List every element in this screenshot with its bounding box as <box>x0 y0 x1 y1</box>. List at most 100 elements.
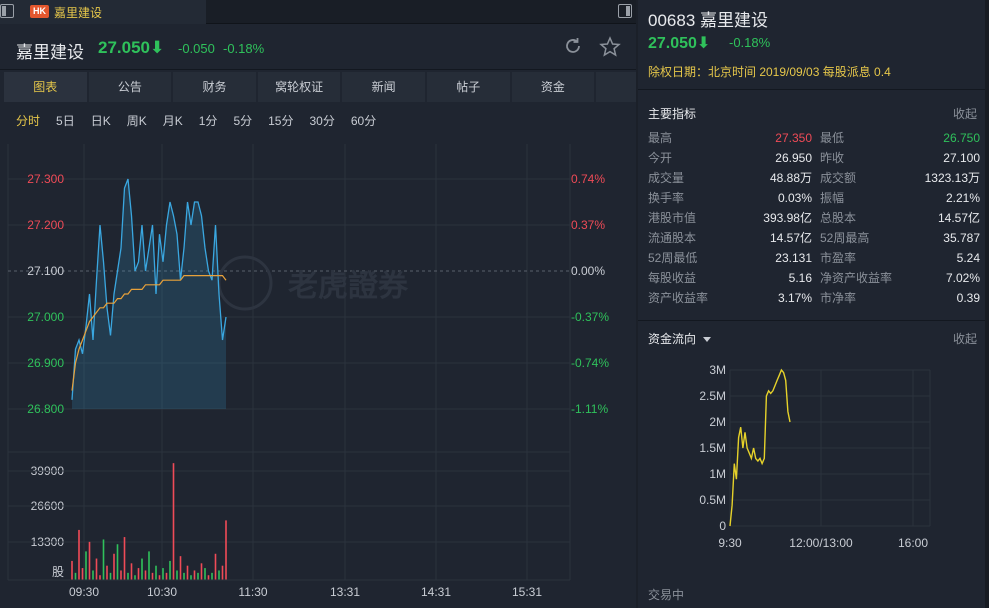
metric-label: 52周最高 <box>820 231 870 245</box>
metrics-collapse-button[interactable]: 收起 <box>952 107 977 121</box>
flow-title[interactable]: 资金流向 <box>648 330 712 347</box>
metric-label: 52周最低 <box>648 251 698 265</box>
section-tabs: 图表 公告 财务 窝轮权证 新闻 帖子 资金 <box>4 72 636 102</box>
period-9[interactable]: 60分 <box>350 114 377 128</box>
volume-bar <box>148 551 150 580</box>
volume-bar <box>120 570 122 580</box>
pct-tick: 0.74% <box>571 172 605 186</box>
metric-value: 2.21% <box>945 191 980 205</box>
volume-bar <box>221 565 224 580</box>
volume-bar <box>109 572 112 580</box>
detail-price: 27.050⬇ <box>648 35 711 52</box>
divider <box>638 320 985 321</box>
period-0[interactable]: 分时 <box>16 114 41 128</box>
flow-y-tick: 1.5M <box>699 441 726 455</box>
volume-bar <box>106 565 108 580</box>
flow-y-tick: 2.5M <box>699 389 726 403</box>
metric-value: 393.98亿 <box>763 211 812 225</box>
toggle-right-pane-icon[interactable] <box>618 4 632 18</box>
price-change-pct: -0.18% <box>223 41 265 56</box>
money-flow-chart[interactable]: 3M 2.5M 2M 1.5M 1M 0.5M 0 9:30 12:00/13:00 16:00 <box>638 360 985 555</box>
metric-row: 资产收益率 3.17% 市净率 0.39 <box>648 288 980 308</box>
period-5[interactable]: 1分 <box>198 114 218 128</box>
flow-y-tick: 0.5M <box>699 493 726 507</box>
toggle-left-pane-icon[interactable] <box>0 4 14 18</box>
volume-tick: 股 <box>52 565 64 579</box>
market-badge: HK <box>30 5 49 18</box>
metric-label: 最高 <box>648 131 673 145</box>
period-1[interactable]: 5日 <box>56 114 75 128</box>
pct-tick: -0.37% <box>571 310 609 324</box>
intraday-chart[interactable]: 27.300 0.74% 27.200 0.37% 27.100 0.00% 27.000 -… <box>0 136 636 608</box>
volume-bar <box>137 568 140 580</box>
period-7[interactable]: 15分 <box>268 114 294 128</box>
volume-bar <box>88 541 91 580</box>
metric-value: 48.88万 <box>769 171 812 185</box>
volume-bar <box>71 560 73 580</box>
metric-label: 每股收益 <box>648 271 697 285</box>
favorite-star-icon[interactable] <box>599 36 621 58</box>
price-area <box>72 179 226 409</box>
volume-bar <box>141 558 143 580</box>
pct-tick: 0.00% <box>571 264 605 278</box>
period-8[interactable]: 30分 <box>309 114 335 128</box>
volume-bar <box>172 463 175 580</box>
pct-tick: -0.74% <box>571 356 609 370</box>
metric-value: 27.350 <box>775 131 812 145</box>
volume-bar <box>190 575 192 580</box>
volume-bar <box>99 575 101 580</box>
flow-collapse-button[interactable]: 收起 <box>952 332 977 346</box>
metric-row: 港股市值 393.98亿 总股本 14.57亿 <box>648 208 980 228</box>
window-tab-title[interactable]: 嘉里建设 <box>54 6 103 20</box>
trading-status: 交易中 <box>648 588 685 602</box>
period-4[interactable]: 月K <box>162 114 183 128</box>
tab-4[interactable]: 新闻 <box>342 72 425 102</box>
tab-2[interactable]: 财务 <box>173 72 256 102</box>
volume-bar <box>155 565 157 580</box>
flow-line <box>729 368 791 527</box>
tab-6[interactable]: 资金 <box>511 72 595 102</box>
volume-bar <box>158 575 161 580</box>
metric-label: 市净率 <box>820 291 857 305</box>
metric-row: 52周最低 23.131 市盈率 5.24 <box>648 248 980 268</box>
metric-value: 0.03% <box>777 191 812 205</box>
volume-bar <box>151 572 154 580</box>
period-2[interactable]: 日K <box>90 114 111 128</box>
metric-value: 3.17% <box>777 291 812 305</box>
tab-0[interactable]: 图表 <box>4 72 87 102</box>
volume-bar <box>183 572 185 580</box>
metric-label: 成交额 <box>820 171 857 185</box>
scrollbar[interactable] <box>985 0 989 608</box>
period-3[interactable]: 周K <box>126 114 147 128</box>
metric-label: 净资产收益率 <box>820 271 893 285</box>
volume-bar <box>116 544 119 580</box>
metric-value: 7.02% <box>945 271 980 285</box>
period-6[interactable]: 5分 <box>233 114 253 128</box>
metric-label: 总股本 <box>820 211 857 225</box>
detail-panel: 00683 嘉里建设 27.050⬇ -0.18% 除权日期：北京时间 2019… <box>638 0 989 608</box>
pct-tick: 0.37% <box>571 218 605 232</box>
tab-3[interactable]: 窝轮权证 <box>257 72 341 102</box>
refresh-icon[interactable] <box>563 36 583 56</box>
tab-7[interactable] <box>596 72 636 102</box>
volume-bar <box>193 570 196 580</box>
volume-bar <box>130 563 133 580</box>
dividend-notice: 除权日期：北京时间 2019/09/03 每股派息 0.4 <box>648 65 891 79</box>
intraday-chart-svg[interactable]: 27.300 0.74% 27.200 0.37% 27.100 0.00% 27.000 -… <box>0 136 636 608</box>
flow-title-label: 资金流向 <box>648 332 697 346</box>
flow-x-tick: 12:00/13:00 <box>789 536 853 550</box>
time-tick: 13:31 <box>330 585 360 599</box>
time-tick: 15:31 <box>512 585 542 599</box>
period-selector: 分时 5日 日K 周K 月K 1分 5分 15分 30分 60分 <box>16 110 392 132</box>
metric-value: 26.750 <box>943 131 980 145</box>
metric-label: 资产收益率 <box>648 291 709 305</box>
volume-bar <box>218 570 220 580</box>
volume-bar <box>225 520 227 580</box>
volume-bar <box>78 529 80 580</box>
metric-row: 换手率 0.03% 振幅 2.21% <box>648 188 980 208</box>
tab-5[interactable]: 帖子 <box>426 72 510 102</box>
tab-1[interactable]: 公告 <box>88 72 172 102</box>
volume-bar <box>102 539 105 580</box>
avg-price-line <box>71 275 227 391</box>
